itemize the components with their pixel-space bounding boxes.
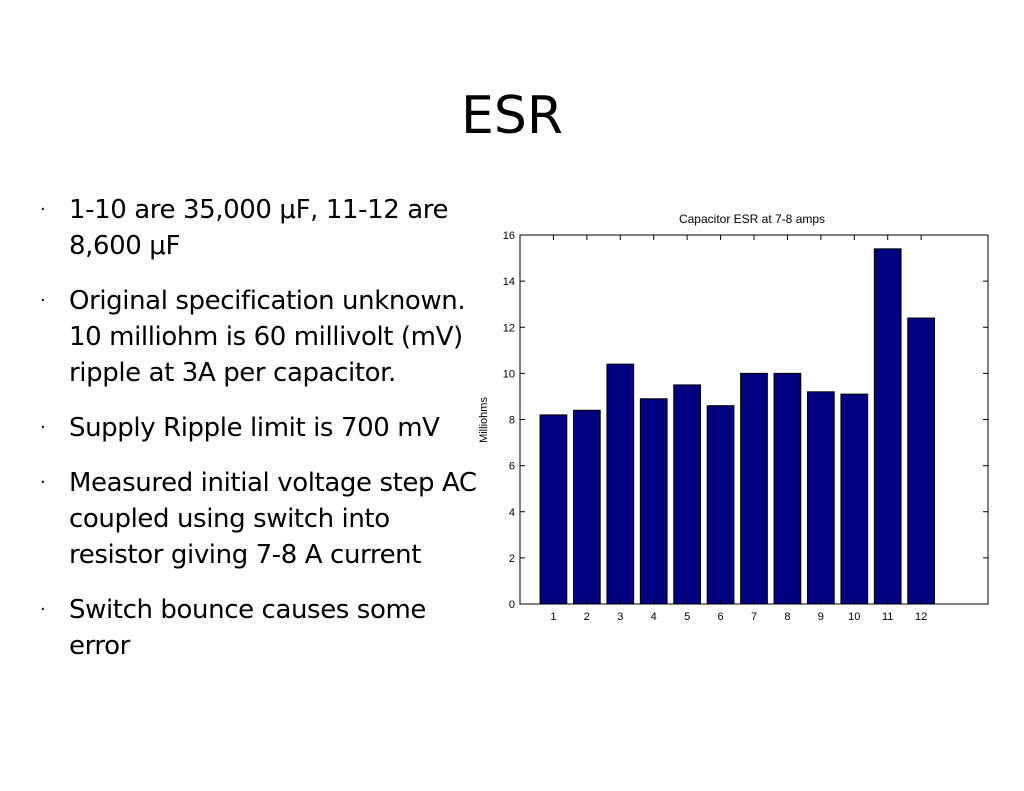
y-tick-label: 6 (509, 461, 515, 473)
bar (706, 405, 735, 605)
x-tick-label: 8 (784, 611, 790, 623)
x-tick-label: 2 (584, 611, 590, 623)
bar (539, 414, 568, 605)
bullet-item: · Supply Ripple limit is 700 mV (40, 410, 480, 446)
x-tick-label: 6 (718, 611, 724, 623)
slide-title: ESR (461, 86, 563, 146)
esr-bar-chart: Capacitor ESR at 7-8 amps Milliohms 0 2 4 6… (478, 212, 989, 623)
bar (806, 391, 835, 605)
bullet-item: · 1-10 are 35,000 μF, 11-12 are 8,600 μF (40, 192, 480, 264)
y-tick-label: 14 (503, 276, 515, 288)
bullet-item: · Measured initial voltage step AC couple… (40, 465, 480, 573)
chart-title: Capacitor ESR at 7-8 amps (679, 212, 825, 226)
bar-group (539, 248, 936, 605)
y-tick-label: 4 (509, 507, 515, 519)
bullet-icon: · (40, 472, 46, 493)
bullet-text: Measured initial voltage step AC coupled… (69, 468, 477, 570)
bullet-icon: · (40, 599, 46, 620)
bullet-text: Supply Ripple limit is 700 mV (69, 413, 440, 443)
bullet-text: 1-10 are 35,000 μF, 11-12 are 8,600 μF (69, 195, 449, 261)
bullet-icon: · (40, 417, 46, 438)
bullet-text: Switch bounce causes some error (69, 595, 426, 661)
y-tick-label: 2 (509, 553, 515, 565)
chart-y-axis-label: Milliohms (478, 397, 490, 443)
bullet-item: · Original specification unknown. 10 mill… (40, 283, 480, 391)
x-tick-label: 10 (848, 611, 860, 623)
bullet-text: Original specification unknown. 10 milli… (69, 286, 466, 388)
y-tick-label: 12 (503, 322, 515, 334)
x-tick-label: 7 (751, 611, 757, 623)
y-tick-label: 8 (509, 415, 515, 427)
bar (740, 372, 768, 605)
bar (639, 398, 668, 605)
bar (572, 409, 601, 605)
bullet-icon: · (40, 290, 46, 311)
y-tick-label: 16 (503, 230, 515, 242)
bar (673, 384, 702, 605)
x-tick-label: 5 (684, 611, 690, 623)
bullet-item: · Switch bounce causes some error (40, 592, 480, 664)
x-tick-label: 4 (651, 611, 657, 623)
bar (606, 363, 635, 605)
y-tick-label: 10 (503, 368, 515, 380)
x-tick-label: 9 (818, 611, 824, 623)
bullet-list: · 1-10 are 35,000 μF, 11-12 are 8,600 μF … (40, 192, 480, 683)
bullet-icon: · (40, 199, 46, 220)
x-tick-label: 12 (915, 611, 927, 623)
y-tick-label: 0 (509, 599, 515, 611)
bar (873, 248, 902, 605)
x-tick-label: 1 (550, 611, 556, 623)
bar (907, 317, 936, 605)
x-tick-label: 3 (617, 611, 623, 623)
x-tick-label: 11 (882, 611, 893, 623)
bar (840, 393, 869, 605)
bar (773, 372, 802, 605)
